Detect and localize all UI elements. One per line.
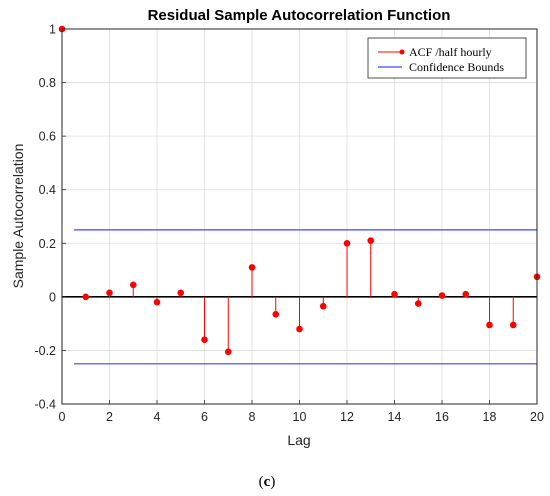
x-tick-label: 18 — [483, 410, 497, 424]
acf-point — [319, 302, 327, 310]
confidence-bounds — [73, 229, 537, 365]
grid-lines — [61, 28, 538, 405]
chart-title: Residual Sample Autocorrelation Function — [148, 7, 451, 24]
acf-point — [391, 290, 398, 298]
x-tick-label: 2 — [106, 410, 113, 424]
y-tick-label: 0.6 — [39, 130, 56, 144]
y-tick-label: -0.4 — [34, 398, 56, 412]
y-tick-label: 0 — [49, 290, 56, 304]
x-tick-label: 14 — [388, 410, 402, 424]
acf-point — [177, 289, 185, 297]
legend-bounds-label: Confidence Bounds — [409, 60, 504, 74]
acf-point — [201, 336, 208, 344]
acf-point — [438, 292, 446, 299]
acf-point — [248, 264, 256, 271]
acf-point — [153, 298, 161, 306]
y-tick-label: 0.2 — [39, 237, 56, 251]
y-axis-label: Sample Autocorrelation — [10, 144, 26, 289]
y-tick-label: -0.2 — [34, 344, 56, 358]
acf-point — [106, 289, 113, 297]
legend: ACF /half hourly Confidence Bounds — [367, 37, 527, 79]
x-axis-ticks: 0 2 4 6 8 10 12 14 16 18 20 — [59, 400, 544, 424]
acf-point — [367, 237, 375, 244]
x-tick-label: 8 — [249, 410, 256, 424]
x-tick-label: 10 — [293, 410, 307, 424]
legend-acf-label: ACF /half hourly — [409, 45, 492, 59]
acf-point — [343, 239, 351, 247]
x-tick-label: 4 — [154, 410, 161, 424]
acf-point — [414, 300, 422, 307]
x-tick-label: 20 — [530, 410, 544, 424]
x-tick-label: 12 — [340, 410, 354, 424]
x-tick-label: 6 — [201, 410, 208, 424]
acf-point — [509, 321, 517, 329]
legend-box — [367, 37, 527, 79]
y-tick-label: 0.8 — [39, 76, 56, 90]
acf-point — [224, 348, 232, 356]
acf-point — [129, 281, 137, 289]
x-axis-label: Lag — [287, 432, 310, 448]
acf-point — [462, 290, 470, 298]
acf-point — [82, 293, 90, 301]
y-axis-ticks: -0.4 -0.2 0 0.2 0.4 0.6 0.8 1 — [34, 23, 66, 412]
acf-point — [486, 321, 493, 329]
x-tick-label: 16 — [435, 410, 449, 424]
legend-acf-marker — [399, 49, 405, 55]
acf-point — [272, 310, 280, 318]
y-tick-label: 1 — [49, 23, 56, 37]
x-tick-label: 0 — [59, 410, 66, 424]
acf-point — [296, 325, 303, 333]
figure-caption: (c) — [259, 474, 276, 490]
y-tick-label: 0.4 — [39, 183, 56, 197]
